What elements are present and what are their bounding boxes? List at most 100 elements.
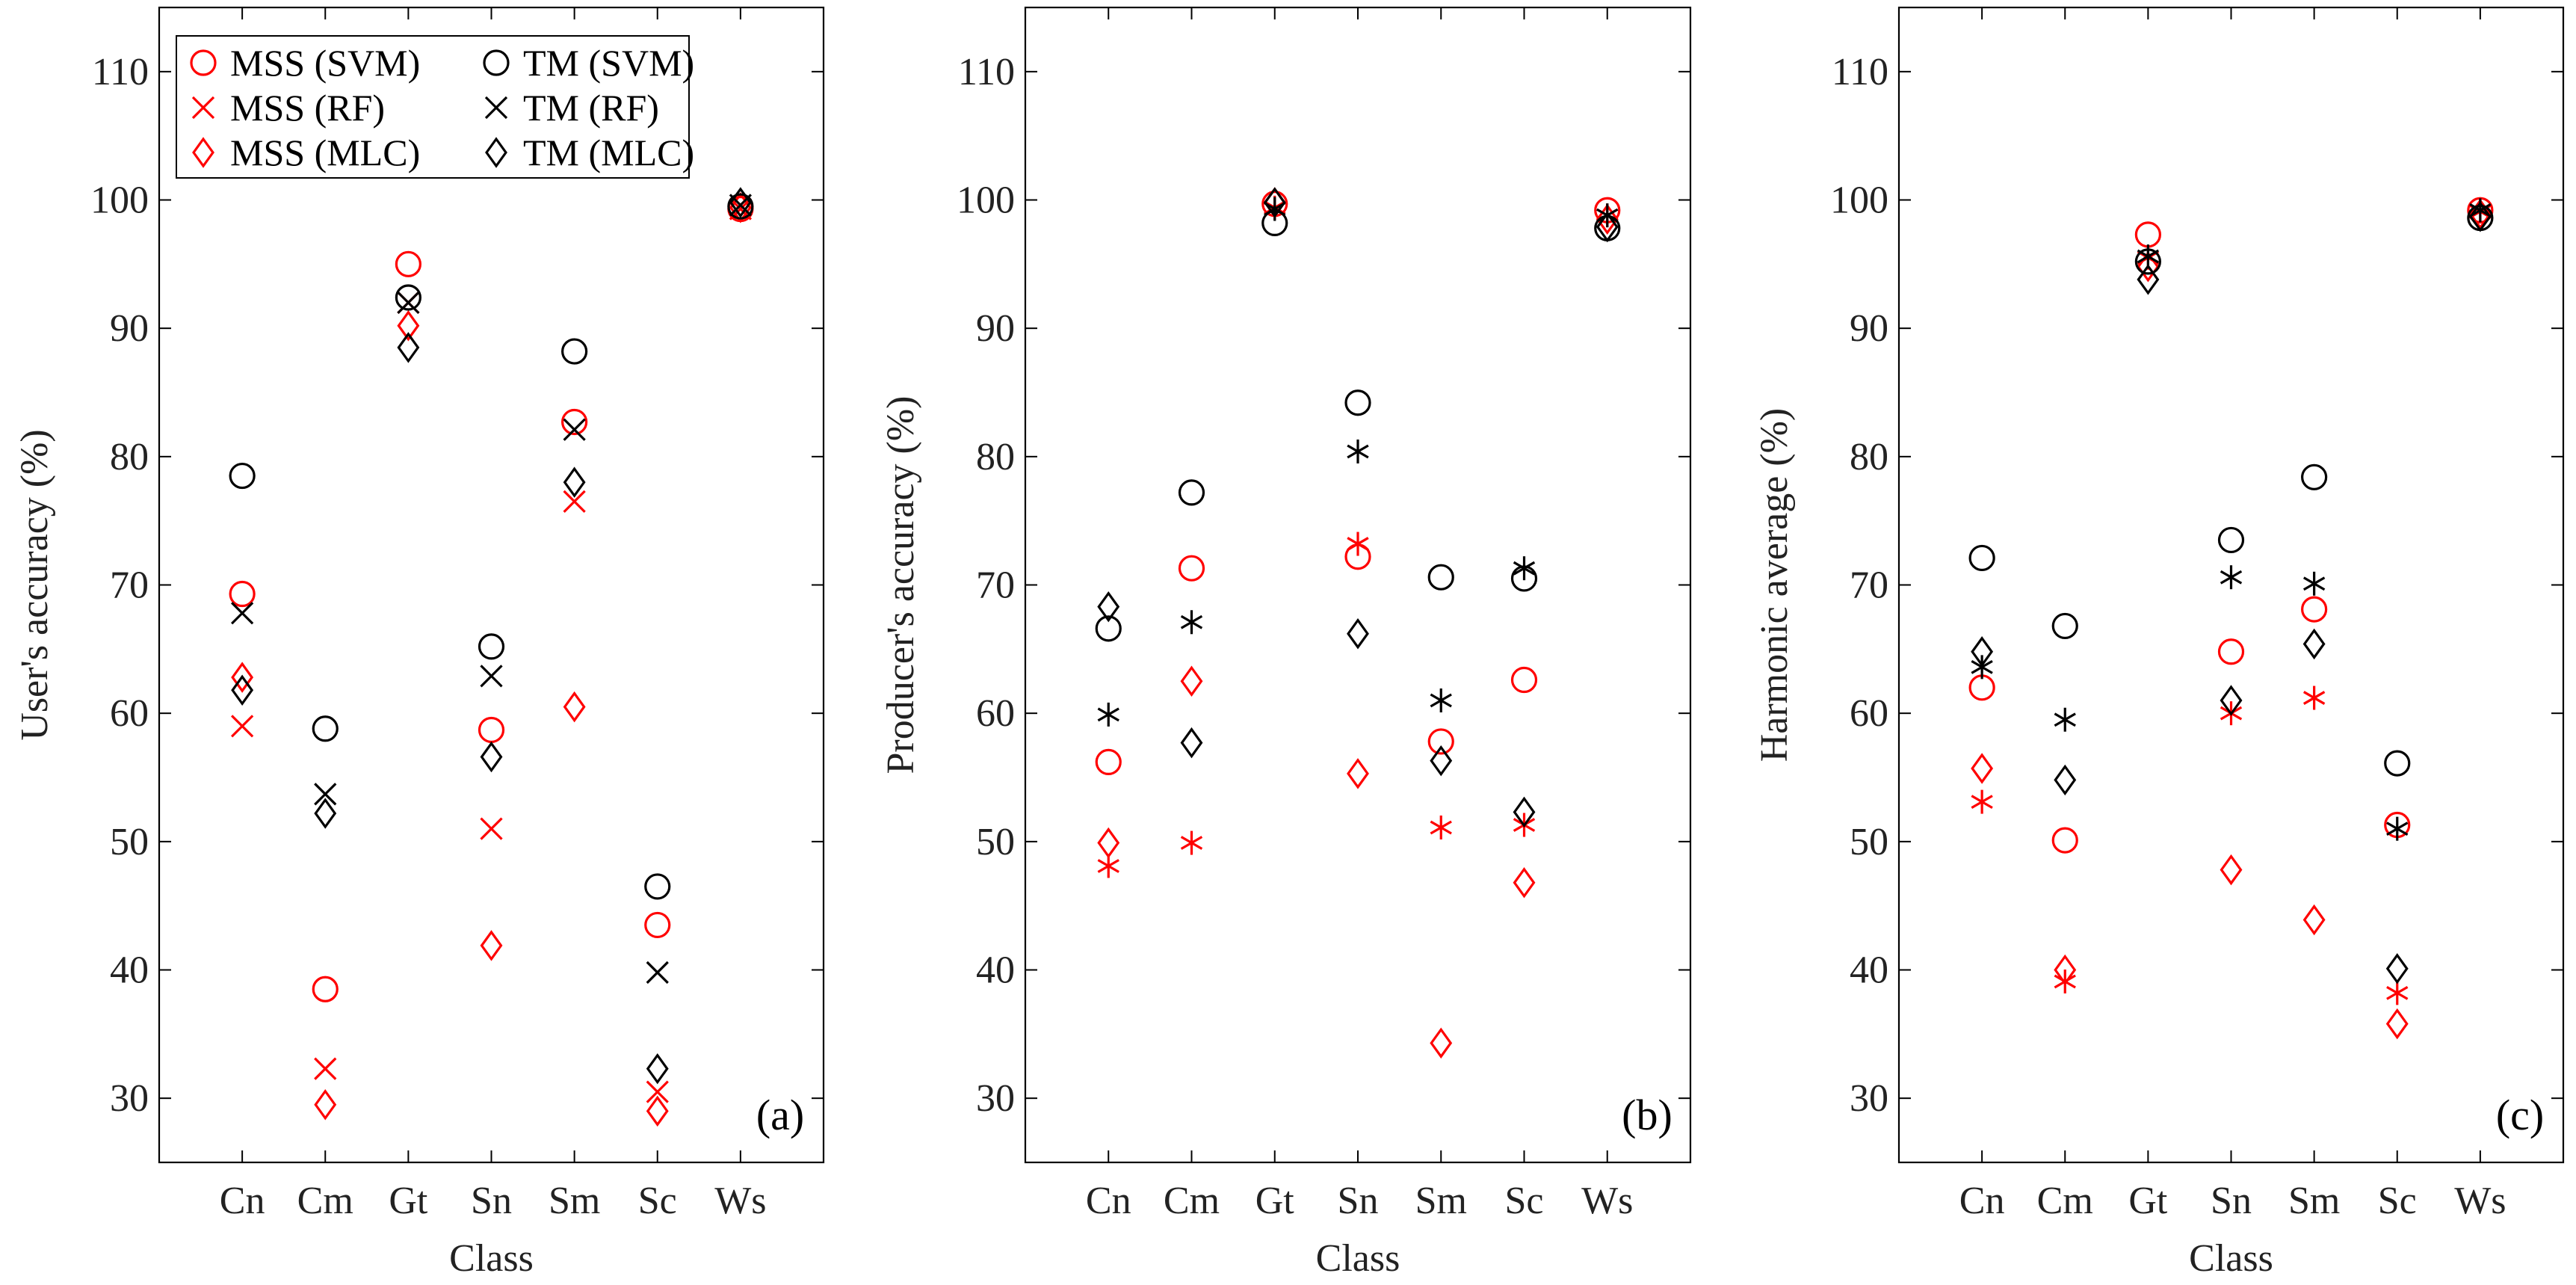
point-mss-mlc-sc [1513, 867, 1536, 899]
y-tick-label: 90 [1850, 307, 1888, 350]
point-mss-mlc-ws [729, 192, 752, 224]
point-mss-rf-cm [314, 1057, 337, 1080]
point-tm-mlc-cm [2054, 764, 2077, 796]
x-tick-label-gt: Gt [389, 1180, 428, 1222]
y-tick-label: 90 [110, 307, 149, 350]
y-tick-label: 30 [1850, 1077, 1888, 1120]
point-tm-rf-cm [1180, 610, 1203, 635]
point-tm-svm-cn [1095, 615, 1122, 642]
y-tick-label: 60 [976, 692, 1015, 735]
series-tm-rf [230, 194, 753, 984]
legend-label: TM (SVM) [523, 42, 694, 84]
point-tm-svm-sm [2301, 463, 2328, 490]
legend-box [176, 35, 690, 179]
point-mss-mlc-sn [480, 930, 503, 961]
series-mss-rf [230, 197, 753, 1103]
y-tick-label: 100 [1830, 179, 1888, 222]
point-tm-mlc-sc [646, 1053, 669, 1085]
y-axis-label: Harmonic average (%) [1753, 408, 1796, 762]
x-axis-label: Class [449, 1237, 534, 1280]
point-tm-rf-sn [480, 665, 503, 688]
point-mss-svm-sm [2301, 596, 2328, 623]
point-mss-mlc-ws [2468, 198, 2492, 230]
point-mss-mlc-sn [2220, 854, 2243, 886]
point-tm-svm-cm [1178, 479, 1205, 506]
x-tick-label-ws: Ws [714, 1180, 766, 1222]
panel-label: (b) [1622, 1091, 1672, 1139]
series-tm-svm [229, 193, 754, 900]
point-mss-mlc-cn [231, 662, 254, 693]
point-tm-rf-sm [563, 418, 586, 441]
point-tm-mlc-sn [480, 741, 503, 773]
point-tm-mlc-gt [397, 332, 420, 363]
panel-a: 30 40 50 60 70 80 90 100 110 Cn Cm Gt Sn Sm Sc Ws Class U… [13, 6, 825, 1280]
point-tm-svm-sm [561, 338, 588, 365]
y-tick-label: 80 [976, 436, 1015, 478]
x-axis-label: Class [2189, 1237, 2273, 1280]
point-mss-svm-cm [2051, 827, 2078, 854]
point-tm-rf-sc [2386, 816, 2409, 841]
x-tick-label-sc: Sc [2378, 1180, 2417, 1222]
point-mss-mlc-sm [2302, 904, 2326, 936]
point-tm-mlc-sc [2385, 953, 2409, 984]
series-mss-mlc [1971, 198, 2492, 1040]
point-tm-rf-sn [2220, 565, 2243, 590]
point-mss-svm-gt [395, 250, 421, 277]
point-tm-rf-sn [1347, 439, 1369, 463]
point-tm-mlc-cn [1971, 636, 1994, 668]
x-tick-label-cm: Cm [297, 1180, 353, 1222]
point-mss-mlc-sm [563, 691, 586, 723]
point-mss-svm-cm [1178, 555, 1205, 582]
point-tm-rf-cn [230, 602, 254, 625]
y-tick-label: 80 [110, 436, 149, 478]
point-tm-svm-sc [644, 873, 671, 900]
point-tm-svm-gt [395, 284, 421, 311]
point-tm-mlc-ws [729, 187, 752, 218]
x-tick-label-sn: Sn [2211, 1180, 2252, 1222]
y-tick-label: 100 [90, 179, 149, 222]
x-tick-label-sm: Sm [1415, 1180, 1467, 1222]
y-tick-label: 110 [92, 51, 149, 93]
x-tick-label-cm: Cm [1164, 1180, 1220, 1222]
panel-b: 30 40 50 60 70 80 90 100 110 Cn Cm Gt Sn Sm Sc Ws Class P… [880, 6, 1692, 1280]
legend-label: MSS (SVM) [230, 42, 420, 84]
point-mss-rf-sm [1430, 815, 1452, 839]
point-mss-svm-sc [1510, 666, 1538, 694]
point-tm-mlc-gt [1263, 187, 1286, 218]
point-mss-svm-sn [2217, 638, 2245, 665]
point-mss-svm-cn [1095, 748, 1122, 776]
x-tick-label-cm: Cm [2037, 1180, 2093, 1222]
x-tick-label-cn: Cn [220, 1180, 265, 1222]
legend-label: TM (RF) [523, 87, 659, 129]
point-mss-svm-gt [2134, 221, 2161, 248]
panel-c: 30 40 50 60 70 80 90 100 110 Cn Cm Gt Sn Sm Sc Ws Class H… [1753, 6, 2565, 1280]
legend-entry-tm-rf: TM (RF) [484, 87, 659, 129]
point-tm-mlc-cn [231, 674, 254, 706]
point-tm-mlc-sc [1513, 796, 1536, 828]
x-tick-label-ws: Ws [1581, 1180, 1633, 1222]
point-mss-rf-cn [230, 715, 254, 738]
point-tm-rf-sm [2302, 571, 2326, 596]
point-mss-mlc-cn [1097, 827, 1120, 859]
point-tm-mlc-sn [2220, 685, 2243, 716]
point-mss-svm-sm [1427, 728, 1454, 755]
point-tm-svm-cm [312, 715, 339, 742]
point-tm-mlc-gt [2137, 264, 2160, 295]
x-axis-label: Class [1316, 1237, 1400, 1280]
point-tm-rf-gt [397, 291, 420, 314]
series-tm-rf [1097, 197, 1619, 727]
point-mss-rf-sm [563, 490, 586, 514]
series-tm-mlc [231, 187, 752, 1085]
point-mss-svm-sm [561, 408, 588, 436]
point-mss-mlc-sm [1430, 1027, 1453, 1059]
point-mss-mlc-sn [1347, 758, 1369, 789]
x-tick-label-gt: Gt [1255, 1180, 1295, 1222]
point-tm-svm-sn [2217, 526, 2245, 554]
legend: MSS (SVM) TM (SVM) MSS (RF) TM (RF) MSS (MLC… [176, 35, 694, 179]
point-mss-mlc-cm [2054, 954, 2077, 986]
y-tick-label: 110 [1832, 51, 1888, 93]
y-tick-label: 110 [958, 51, 1015, 93]
point-mss-mlc-cm [1180, 665, 1203, 697]
series-tm-rf [1971, 198, 2492, 841]
